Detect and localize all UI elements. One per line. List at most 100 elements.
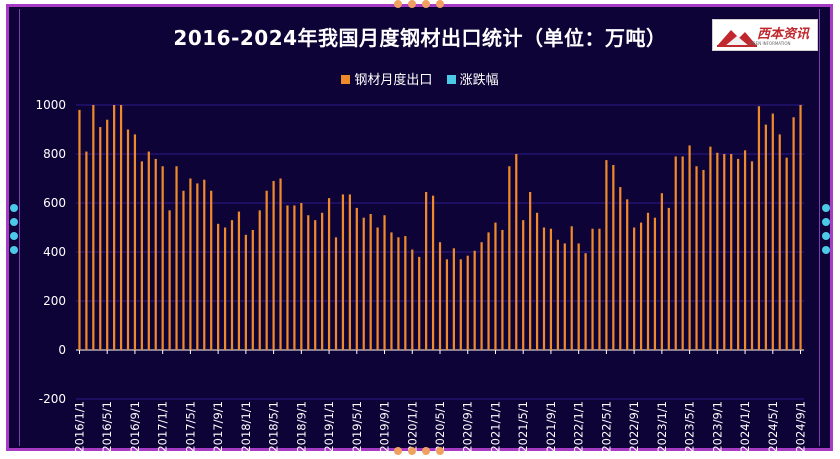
bar: [425, 191, 428, 350]
x-tick-label: 2017/9/1: [211, 401, 225, 453]
bar: [716, 152, 719, 350]
bar: [217, 223, 220, 350]
bar: [154, 158, 157, 350]
bar: [452, 248, 455, 350]
decor-dot-bottom-1: [394, 447, 402, 455]
bar: [473, 250, 476, 350]
bar: [279, 178, 282, 350]
decor-dot-bottom-3: [422, 447, 430, 455]
bar: [438, 242, 442, 350]
x-tick-label: 2022/1/1: [572, 401, 586, 453]
x-tick-label: 2022/5/1: [599, 401, 613, 453]
bar: [591, 228, 594, 350]
bar: [660, 193, 663, 350]
bar: [369, 214, 372, 350]
bar: [695, 166, 698, 350]
bar: [626, 199, 629, 350]
bar: [646, 212, 650, 350]
bar: [99, 127, 102, 350]
x-tick-label: 2024/1/1: [738, 401, 752, 453]
bar: [778, 134, 781, 350]
bar: [549, 228, 553, 350]
bar: [113, 105, 116, 350]
x-tick-label: 2017/1/1: [156, 401, 170, 453]
bar: [598, 228, 601, 350]
logo-mark-icon: [717, 30, 757, 47]
legend-label-export: 钢材月度出口: [354, 73, 433, 88]
bar: [709, 146, 712, 350]
bar: [535, 212, 539, 350]
bar: [383, 215, 386, 350]
decor-dot-left-1: [10, 204, 18, 212]
bar: [466, 255, 469, 350]
bar: [390, 232, 393, 350]
bar: [133, 134, 137, 350]
decor-dot-top-1: [394, 0, 402, 8]
bar: [750, 161, 754, 350]
bar: [459, 259, 462, 350]
bar: [757, 106, 761, 350]
bar: [196, 183, 199, 350]
bar: [508, 166, 511, 350]
bar: [480, 242, 483, 350]
legend-swatch-export: [341, 75, 351, 84]
x-tick-label: 2023/5/1: [683, 401, 697, 453]
bar: [126, 129, 130, 350]
bar: [119, 105, 123, 350]
bar: [556, 239, 559, 350]
x-tick-label: 2020/9/1: [461, 401, 475, 453]
bar: [494, 222, 497, 350]
bar: [237, 211, 241, 350]
bar: [737, 158, 740, 350]
y-tick-label: -200: [39, 392, 66, 406]
logo-text: 西本资讯: [757, 27, 810, 42]
bar: [487, 232, 490, 350]
bar: [307, 215, 310, 350]
bar: [175, 166, 178, 350]
bar: [681, 156, 684, 350]
x-tick-label: 2019/1/1: [322, 401, 336, 453]
bar: [404, 236, 407, 350]
bar: [674, 156, 677, 350]
bar: [223, 227, 227, 350]
bar: [529, 191, 532, 350]
x-tick-label: 2022/9/1: [627, 401, 641, 453]
bar: [577, 243, 580, 350]
bar: [667, 207, 670, 350]
y-tick-label: 200: [43, 294, 66, 308]
bar: [168, 210, 171, 350]
bar: [418, 256, 421, 350]
bar: [702, 169, 705, 350]
bar: [411, 249, 414, 350]
y-tick-label: 400: [43, 245, 66, 259]
decor-dot-right-3: [822, 232, 830, 240]
legend[interactable]: 钢材月度出口 涨跌幅: [0, 69, 840, 88]
logo: 西本资讯 XIBEN INFORMATION: [712, 19, 818, 51]
x-tick-label: 2018/9/1: [294, 401, 308, 453]
bar: [140, 161, 143, 350]
x-tick-label: 2021/9/1: [544, 401, 558, 453]
bar: [688, 145, 691, 350]
bar: [230, 220, 234, 350]
decor-dot-left-3: [10, 232, 18, 240]
x-tick-label: 2023/9/1: [710, 401, 724, 453]
bar: [376, 227, 379, 350]
bar: [570, 226, 573, 350]
legend-item-export[interactable]: 钢材月度出口: [341, 69, 432, 88]
bar: [584, 253, 587, 350]
bar: [341, 194, 345, 350]
bar: [799, 105, 802, 350]
bar: [293, 205, 296, 350]
legend-label-change: 涨跌幅: [459, 73, 499, 88]
x-tick-label: 2018/5/1: [267, 401, 281, 453]
bar: [272, 180, 275, 350]
x-tick-label: 2017/5/1: [183, 401, 197, 453]
decor-dot-top-4: [436, 0, 444, 8]
bar: [397, 237, 400, 350]
bar: [348, 194, 351, 350]
bar: [619, 187, 622, 350]
decor-dot-right-4: [822, 246, 830, 254]
legend-item-change[interactable]: 涨跌幅: [446, 69, 499, 88]
